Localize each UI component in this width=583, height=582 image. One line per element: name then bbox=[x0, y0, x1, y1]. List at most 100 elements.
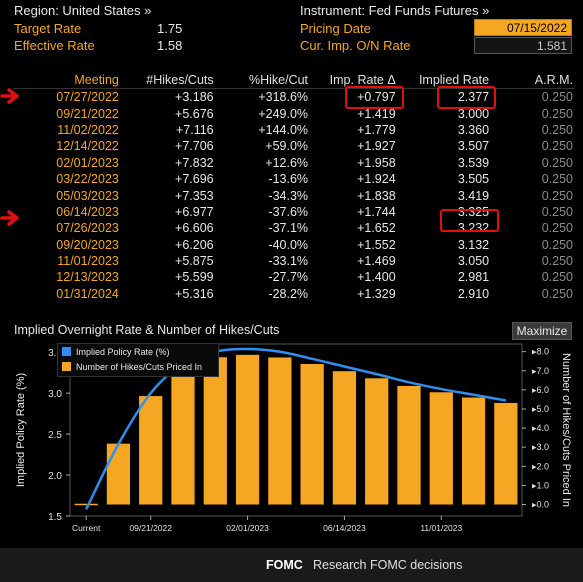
cell-imp-delta: +1.924 bbox=[357, 172, 396, 187]
cell-implied: 3.325 bbox=[457, 204, 490, 219]
hike-bar bbox=[268, 357, 292, 505]
col-imp-delta[interactable]: Imp. Rate Δ bbox=[310, 72, 398, 89]
col-implied-rate[interactable]: Implied Rate bbox=[397, 72, 492, 89]
x-tick-label: 11/01/2023 bbox=[420, 523, 462, 533]
right-tick-label: ▸0.0 bbox=[532, 500, 549, 510]
cell-meeting: 11/02/2022 bbox=[57, 122, 119, 137]
table-row[interactable]: 09/21/2022 +5.676 +249.0% +1.419 3.000 0.250 bbox=[13, 105, 575, 121]
cell-implied: 3.505 bbox=[457, 172, 490, 187]
col-meeting[interactable]: Meeting bbox=[13, 72, 121, 89]
x-tick-label: 06/14/2023 bbox=[323, 523, 366, 533]
right-tick-label: ▸7.0 bbox=[532, 366, 549, 376]
cell-imp-delta: +1.469 bbox=[357, 254, 396, 269]
legend-label-line: Implied Policy Rate (%) bbox=[76, 346, 170, 357]
cell-meeting: 07/27/2022 bbox=[56, 90, 119, 105]
table-row[interactable]: 12/14/2022 +7.706 +59.0% +1.927 3.507 0.250 bbox=[13, 138, 575, 154]
cell-arm: 0.250 bbox=[541, 204, 573, 219]
cell-implied: 3.132 bbox=[457, 237, 490, 252]
cell-implied: 3.507 bbox=[457, 139, 490, 154]
table-row[interactable]: 06/14/2023 +6.977 -37.6% +1.744 3.325 0.250 bbox=[13, 204, 575, 220]
region-selector[interactable]: Region: United States » bbox=[14, 3, 152, 18]
chart-title: Implied Overnight Rate & Number of Hikes… bbox=[14, 323, 280, 337]
cell-meeting: 07/26/2023 bbox=[56, 221, 119, 236]
cur-imp-rate-label: Cur. Imp. O/N Rate bbox=[300, 38, 411, 53]
cell-implied: 3.419 bbox=[457, 188, 490, 203]
hike-bar bbox=[106, 443, 131, 505]
cell-pct: -37.1% bbox=[268, 221, 309, 236]
table-row[interactable]: 12/13/2023 +5.599 -27.7% +1.400 2.981 0.250 bbox=[13, 269, 575, 285]
footer-description[interactable]: Research FOMC decisions bbox=[313, 558, 463, 572]
table-row[interactable]: 11/01/2023 +5.875 -33.1% +1.469 3.050 0.250 bbox=[13, 253, 575, 269]
col-hikes[interactable]: #Hikes/Cuts bbox=[120, 72, 216, 89]
effective-rate-label: Effective Rate bbox=[14, 38, 95, 53]
footer-bar: FOMC Research FOMC decisions bbox=[0, 548, 583, 582]
table-row[interactable]: 03/22/2023 +7.696 -13.6% +1.924 3.505 0.250 bbox=[13, 171, 575, 187]
table-row[interactable]: 07/27/2022 +3.186 +318.6% +0.797 2.377 0.250 bbox=[13, 89, 575, 106]
cell-hikes: +7.832 bbox=[175, 155, 214, 170]
cell-hikes: +6.606 bbox=[175, 221, 214, 236]
cell-pct: +144.0% bbox=[258, 122, 309, 137]
legend-label-bar: Number of Hikes/Cuts Priced In bbox=[76, 361, 203, 372]
cell-imp-delta: +1.400 bbox=[357, 270, 396, 285]
x-tick-label: 09/21/2022 bbox=[129, 523, 172, 533]
hike-bar bbox=[397, 385, 421, 505]
table-row[interactable]: 09/20/2023 +6.206 -40.0% +1.552 3.132 0.250 bbox=[13, 237, 575, 253]
cell-hikes: +6.977 bbox=[175, 204, 214, 219]
left-tick-label: 1.5 bbox=[48, 512, 62, 523]
hike-bar bbox=[429, 392, 453, 505]
table-row[interactable]: 05/03/2023 +7.353 -34.3% +1.838 3.419 0.250 bbox=[13, 187, 575, 203]
cell-meeting: 01/31/2024 bbox=[56, 286, 119, 301]
cell-pct: +318.6% bbox=[258, 90, 309, 105]
cell-hikes: +5.316 bbox=[175, 286, 214, 301]
cell-meeting: 06/14/2023 bbox=[56, 204, 119, 219]
left-axis-title: Implied Policy Rate (%) bbox=[15, 373, 27, 487]
implied-rate-line bbox=[85, 347, 507, 510]
cell-meeting: 11/01/2023 bbox=[57, 254, 119, 269]
cell-arm: 0.250 bbox=[541, 90, 573, 105]
cell-pct: -27.7% bbox=[268, 270, 309, 285]
meetings-table: Meeting #Hikes/Cuts %Hike/Cut Imp. Rate … bbox=[13, 72, 575, 302]
arrow-annotation-icon bbox=[0, 88, 19, 104]
cell-pct: -40.0% bbox=[268, 237, 309, 252]
table-header-row: Meeting #Hikes/Cuts %Hike/Cut Imp. Rate … bbox=[13, 72, 575, 89]
instrument-selector[interactable]: Instrument: Fed Funds Futures » bbox=[300, 3, 490, 18]
cell-meeting: 03/22/2023 bbox=[56, 172, 119, 187]
cell-pct: -34.3% bbox=[268, 188, 309, 203]
right-tick-label: ▸1.0 bbox=[532, 480, 549, 490]
cell-imp-delta: +1.779 bbox=[357, 122, 396, 137]
line-swatch-icon bbox=[62, 347, 71, 356]
cell-pct: -33.1% bbox=[268, 254, 309, 269]
hike-bar bbox=[332, 371, 357, 505]
table-row[interactable]: 11/02/2022 +7.116 +144.0% +1.779 3.360 0.250 bbox=[13, 122, 575, 138]
highlight-box bbox=[345, 86, 404, 109]
cell-implied: 3.360 bbox=[457, 122, 490, 137]
left-tick-label: 2.0 bbox=[48, 471, 62, 482]
maximize-button[interactable]: Maximize bbox=[512, 322, 572, 340]
target-rate-value: 1.75 bbox=[157, 21, 183, 36]
right-tick-label: ▸4.0 bbox=[532, 423, 549, 433]
legend-item-bar: Number of Hikes/Cuts Priced In bbox=[58, 359, 218, 374]
right-axis-title: Number of Hikes/Cuts Priced In bbox=[560, 353, 572, 507]
left-tick-label: 3.0 bbox=[48, 389, 62, 400]
cell-imp-delta: +1.958 bbox=[357, 155, 396, 170]
col-pct[interactable]: %Hike/Cut bbox=[215, 72, 311, 89]
cell-meeting: 09/21/2022 bbox=[56, 106, 119, 121]
table-row[interactable]: 01/31/2024 +5.316 -28.2% +1.329 2.910 0.250 bbox=[13, 286, 575, 302]
col-arm[interactable]: A.R.M. bbox=[491, 72, 575, 89]
right-tick-label: ▸3.0 bbox=[532, 442, 549, 452]
table-row[interactable]: 02/01/2023 +7.832 +12.6% +1.958 3.539 0.250 bbox=[13, 155, 575, 171]
right-tick-label: ▸8.0 bbox=[532, 347, 549, 357]
cell-implied: 2.377 bbox=[457, 90, 490, 105]
cell-implied: 3.050 bbox=[457, 254, 490, 269]
arrow-annotation-icon bbox=[0, 210, 19, 226]
table-row[interactable]: 07/26/2023 +6.606 -37.1% +1.652 3.232 0.250 bbox=[13, 220, 575, 236]
hike-bar bbox=[171, 368, 195, 505]
highlight-box bbox=[440, 209, 499, 232]
cell-imp-delta: +1.927 bbox=[357, 139, 396, 154]
pricing-date-input[interactable]: 07/15/2022 bbox=[474, 19, 572, 36]
cell-pct: +12.6% bbox=[265, 155, 309, 170]
cell-arm: 0.250 bbox=[541, 221, 573, 236]
footer-code[interactable]: FOMC bbox=[266, 558, 303, 572]
hike-bar bbox=[300, 364, 324, 505]
cell-hikes: +3.186 bbox=[175, 90, 214, 105]
